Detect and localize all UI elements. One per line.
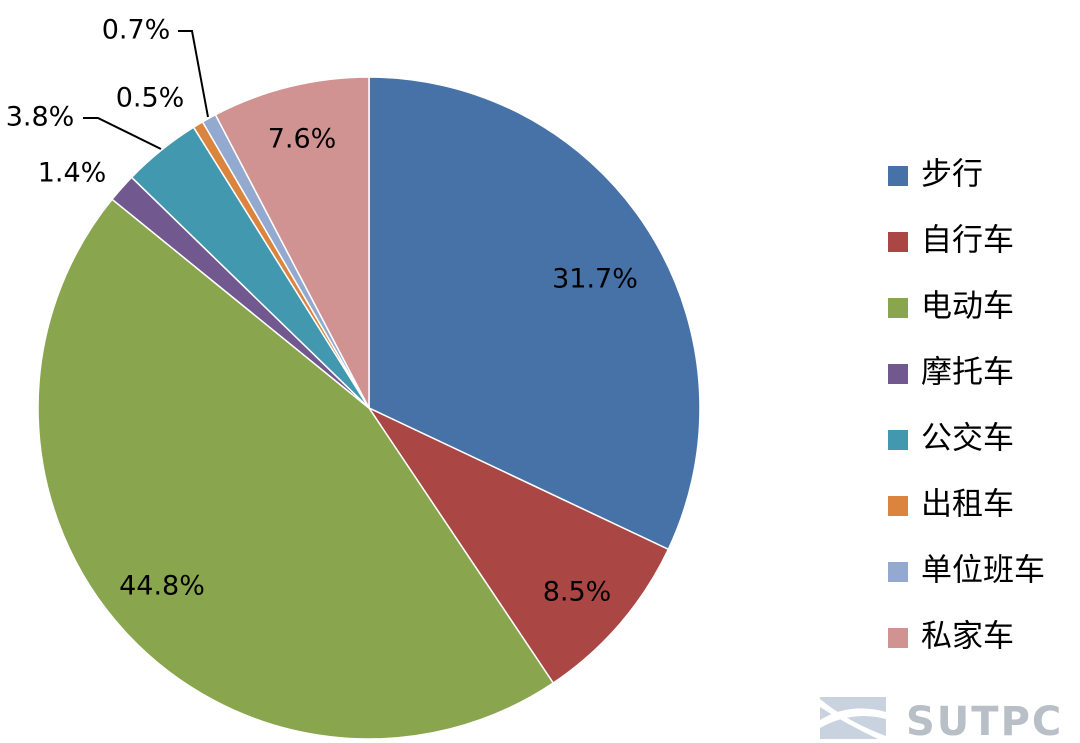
legend-label-1: 步行 xyxy=(921,157,983,193)
data-label-3: 44.8% xyxy=(119,571,205,602)
legend-label-7: 单位班车 xyxy=(921,553,1045,589)
data-label-1: 31.7% xyxy=(552,264,638,295)
data-label-6: 0.5% xyxy=(116,83,185,114)
legend-swatch-4 xyxy=(888,364,908,384)
legend-label-2: 自行车 xyxy=(921,223,1014,259)
legend-swatch-1 xyxy=(888,166,908,186)
data-label-8: 7.6% xyxy=(268,124,337,155)
legend-label-5: 公交车 xyxy=(921,421,1014,457)
pie-slices xyxy=(37,76,701,740)
leader-line-5 xyxy=(83,117,162,150)
legend-swatch-2 xyxy=(888,232,908,252)
legend-swatch-8 xyxy=(888,628,908,648)
data-labels: 31.7% 8.5% 44.8% 1.4% 3.8% 0.5% 0.7% 7.6% xyxy=(6,15,638,608)
legend-label-8: 私家车 xyxy=(921,619,1014,655)
data-label-4: 1.4% xyxy=(38,158,107,189)
data-label-7: 0.7% xyxy=(102,15,171,46)
leader-line-7 xyxy=(178,30,209,118)
legend-swatch-6 xyxy=(888,496,908,516)
leader-lines xyxy=(83,30,209,150)
pie-slice-3 xyxy=(37,198,555,740)
sutpc-logo: SUTPC xyxy=(820,697,1063,743)
pie-slice-8 xyxy=(214,76,370,409)
data-label-2: 8.5% xyxy=(543,577,612,608)
sutpc-logo-text: SUTPC xyxy=(906,699,1063,743)
legend-label-3: 电动车 xyxy=(921,289,1014,325)
data-label-5: 3.8% xyxy=(6,102,75,133)
sutpc-logo-mark xyxy=(820,697,886,739)
legend-swatch-5 xyxy=(888,430,908,450)
legend-swatch-3 xyxy=(888,298,908,318)
pie-slice-1 xyxy=(368,76,701,551)
legend-label-4: 摩托车 xyxy=(921,355,1014,391)
legend-label-6: 出租车 xyxy=(921,487,1014,523)
pie-slice-2 xyxy=(366,406,670,685)
legend-swatch-7 xyxy=(888,562,908,582)
